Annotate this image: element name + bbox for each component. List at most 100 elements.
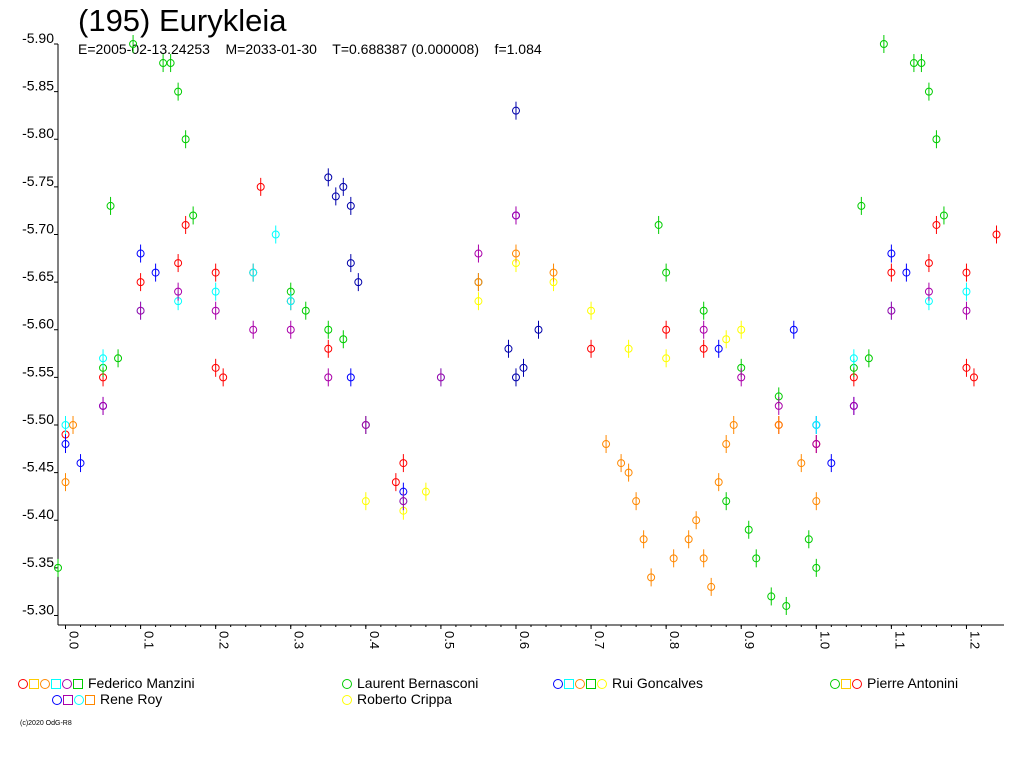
data-point — [647, 573, 656, 582]
data-point — [699, 325, 708, 334]
legend-marker — [74, 695, 84, 706]
y-tick-label: -5.80 — [22, 125, 54, 141]
data-point — [887, 306, 896, 315]
legend-symbols-rui — [553, 675, 608, 691]
y-tick-label: -5.65 — [22, 268, 54, 284]
legend-entry-roberto-crippa: Roberto Crippa — [342, 691, 452, 707]
data-point — [511, 249, 520, 258]
legend-symbols-laurent — [342, 675, 353, 691]
data-point — [301, 306, 310, 315]
data-point — [54, 563, 62, 572]
data-point — [864, 354, 873, 363]
data-point — [857, 201, 866, 210]
data-point — [549, 268, 558, 277]
data-point — [699, 554, 708, 563]
data-point — [519, 363, 528, 372]
legend-label-roberto: Roberto Crippa — [357, 691, 452, 707]
x-tick-label: 0.3 — [292, 631, 307, 649]
y-tick-label: -5.50 — [22, 411, 54, 427]
legend-entry-pierre-antonini: Pierre Antonini — [830, 675, 958, 691]
data-point — [181, 220, 190, 229]
y-tick-label: -5.85 — [22, 78, 54, 94]
data-point — [504, 344, 513, 353]
x-tick-label: 0.6 — [517, 631, 532, 649]
data-point — [624, 344, 633, 353]
data-point — [436, 373, 445, 382]
legend-entry-rene-roy: Rene Roy — [52, 691, 162, 707]
data-point — [887, 268, 896, 277]
data-point — [219, 373, 228, 382]
legend-label-rui: Rui Goncalves — [612, 675, 704, 691]
data-point — [189, 211, 198, 220]
y-tick-label: -5.55 — [22, 363, 54, 379]
data-point — [361, 420, 370, 429]
data-point — [174, 87, 183, 96]
data-point — [99, 401, 108, 410]
legend-marker — [40, 679, 50, 690]
data-point — [909, 59, 918, 68]
data-point — [939, 211, 948, 220]
light-curve-chart: -5.90 -5.85 -5.80 -5.75 -5.70 -5.65 -5.60 -5.55… — [22, 30, 1004, 649]
data-point — [129, 40, 138, 48]
data-point — [684, 535, 693, 544]
legend-marker — [73, 679, 83, 690]
legend-symbols-pierre — [830, 675, 863, 691]
x-tick-label: 0.8 — [667, 631, 682, 649]
data-point — [722, 497, 731, 506]
data-point — [804, 535, 813, 544]
legend-symbols-federico — [18, 675, 84, 691]
data-point — [917, 59, 926, 68]
data-point — [699, 306, 708, 315]
data-point — [339, 182, 348, 191]
data-point — [324, 325, 333, 334]
data-point — [114, 354, 123, 363]
data-point — [324, 373, 333, 382]
data-point — [587, 344, 596, 353]
data-point — [474, 297, 483, 306]
data-point — [346, 201, 355, 210]
data-point — [271, 230, 280, 239]
y-tick-label: -5.60 — [22, 316, 54, 332]
data-point — [962, 363, 971, 372]
y-tick-label: -5.40 — [22, 506, 54, 522]
data-point — [752, 554, 761, 563]
data-point — [511, 211, 520, 220]
legend-marker — [18, 679, 28, 690]
data-point — [932, 220, 941, 229]
data-point — [76, 459, 85, 468]
data-point — [286, 297, 295, 306]
x-tick-label: 0.1 — [142, 631, 157, 649]
chart-subtitle: E=2005-02-13.24253 M=2033-01-30 T=0.6883… — [78, 41, 542, 57]
data-point — [174, 287, 183, 296]
data-point — [962, 268, 971, 277]
data-point — [421, 487, 430, 496]
legend-marker — [52, 695, 62, 706]
data-point — [174, 259, 183, 268]
data-point — [797, 459, 806, 468]
legend-marker — [852, 679, 862, 690]
data-point — [699, 344, 708, 353]
data-point — [924, 259, 933, 268]
legend-symbols-roberto — [342, 691, 353, 707]
data-point — [969, 373, 978, 382]
x-tick-label: 0.9 — [742, 631, 757, 649]
data-point — [849, 354, 858, 363]
data-point — [737, 325, 746, 334]
data-point — [879, 40, 888, 48]
data-point — [812, 420, 821, 429]
data-point — [354, 278, 363, 287]
data-point — [827, 459, 836, 468]
data-point — [361, 497, 370, 506]
data-point — [211, 363, 220, 372]
data-point — [181, 135, 190, 144]
data-point — [474, 249, 483, 258]
legend-marker — [29, 679, 39, 690]
data-point — [992, 230, 1001, 239]
y-tick-label: -5.70 — [22, 220, 54, 236]
data-point — [962, 287, 971, 296]
data-point — [767, 592, 776, 601]
legend-entry-federico-manzini: Federico Manzini — [18, 675, 195, 691]
y-tick-label: -5.90 — [22, 30, 54, 46]
data-point — [399, 497, 408, 506]
chart-title: (195) Eurykleia — [78, 3, 287, 38]
